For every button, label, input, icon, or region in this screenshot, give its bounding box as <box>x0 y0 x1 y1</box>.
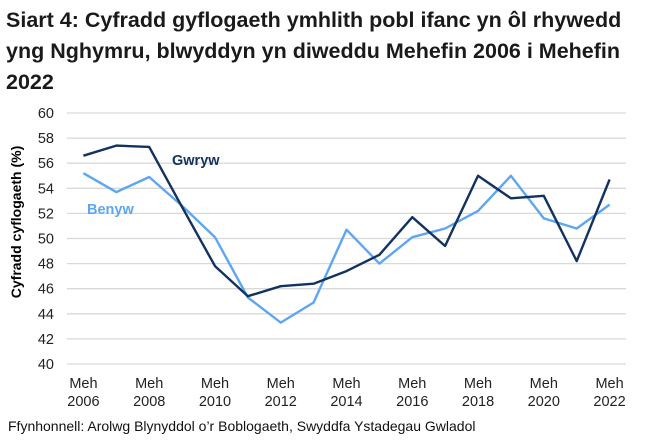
y-tick-label: 42 <box>38 332 54 348</box>
y-tick-label: 54 <box>38 181 54 197</box>
y-tick-label: 48 <box>38 257 54 273</box>
x-tick-label: 2006 <box>67 394 99 410</box>
x-tick-label: Meh <box>332 376 360 392</box>
x-tick-label: 2008 <box>133 394 165 410</box>
source-note: Ffynhonnell: Arolwg Blynyddol o’r Boblog… <box>8 418 476 434</box>
x-tick-label: Meh <box>530 376 558 392</box>
y-tick-label: 58 <box>38 131 54 147</box>
x-tick-label: 2018 <box>462 394 494 410</box>
series-label-gwryw: Gwryw <box>172 153 220 169</box>
y-tick-label: 60 <box>38 106 54 122</box>
y-axis-ticks: 40 42 44 46 48 50 52 54 56 58 60 <box>38 106 54 373</box>
gridlines <box>67 112 626 365</box>
series-line-benyw <box>82 172 611 324</box>
x-tick-label: Meh <box>464 376 492 392</box>
y-tick-label: 46 <box>38 282 54 298</box>
series-line-gwryw <box>83 144 611 298</box>
y-tick-label: 56 <box>38 156 54 172</box>
x-tick-label: 2014 <box>330 394 362 410</box>
x-tick-label: Meh <box>135 376 163 392</box>
x-tick-label: Meh <box>267 376 295 392</box>
x-tick-label: 2010 <box>199 394 231 410</box>
x-tick-label: Meh <box>201 376 229 392</box>
x-tick-label: Meh <box>69 376 97 392</box>
x-tick-label: Meh <box>398 376 426 392</box>
y-tick-label: 44 <box>38 307 54 323</box>
series-label-benyw: Benyw <box>87 202 134 218</box>
y-tick-label: 40 <box>38 357 54 373</box>
x-tick-label: 2012 <box>265 394 297 410</box>
x-tick-label: Meh <box>595 376 623 392</box>
x-tick-label: 2020 <box>528 394 560 410</box>
x-axis-ticks: Meh 2006 Meh 2008 Meh 2010 Meh 2012 Meh 2014 Meh 20… <box>67 376 625 410</box>
x-tick-label: 2022 <box>593 394 625 410</box>
chart-title: Siart 4: Cyfradd gyflogaeth ymhlith pobl… <box>6 8 622 94</box>
series-lines <box>82 144 611 324</box>
y-tick-label: 52 <box>38 206 54 222</box>
y-tick-label: 50 <box>38 232 54 248</box>
x-tick-label: 2016 <box>396 394 428 410</box>
